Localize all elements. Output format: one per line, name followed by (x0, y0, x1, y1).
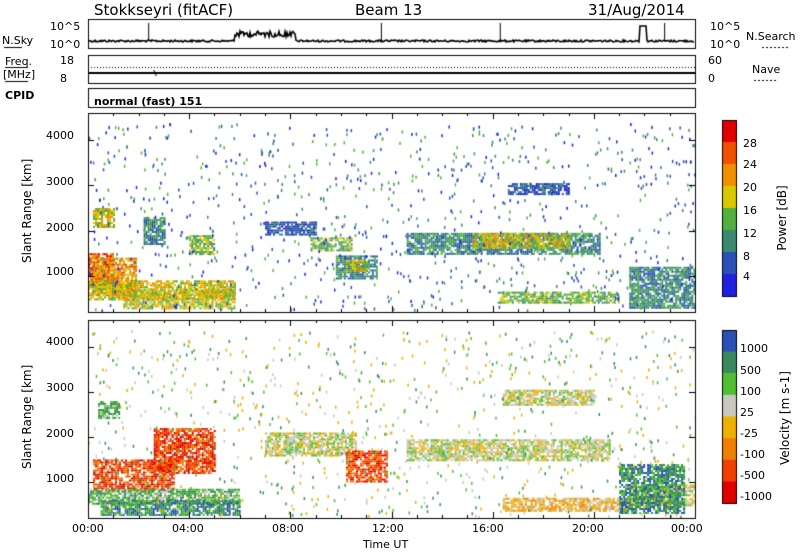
freq-unit-label: [MHz] (3, 68, 36, 81)
xtick-1600: 16:00 (472, 522, 504, 535)
power-ytick-1000: 1000 (46, 265, 74, 278)
velocity-cbar-tick-neg100: -100 (740, 448, 765, 461)
xtick-1200: 12:00 (372, 522, 404, 535)
station-title: Stokkseyri (fitACF) (94, 1, 234, 19)
velocity-ytick-2000: 2000 (46, 427, 74, 440)
xtick-2000: 20:00 (572, 522, 604, 535)
power-cbar-tick-24: 24 (743, 158, 757, 171)
velocity-ytick-1000: 1000 (46, 472, 74, 485)
power-ytick-4000: 4000 (46, 129, 74, 142)
xaxis-label: Time UT (363, 538, 409, 551)
xtick-0400: 04:00 (172, 522, 204, 535)
nsky-tick-high: 10^5 (50, 20, 81, 33)
xtick-2400: 00:00 (671, 522, 703, 535)
velocity-ytick-3000: 3000 (46, 381, 74, 394)
freq-tick-high: 18 (60, 54, 74, 67)
freq-tick-low: 8 (60, 72, 67, 85)
cpid-label: CPID (5, 89, 35, 102)
nave-label: Nave (752, 63, 781, 76)
power-ylabel: Slant Range [km] (20, 158, 34, 263)
power-cbar-tick-16: 16 (743, 204, 757, 217)
power-cbar-tick-12: 12 (743, 227, 757, 240)
nave-tick-high: 60 (708, 54, 722, 67)
velocity-ytick-4000: 4000 (46, 335, 74, 348)
nsky-label: N.Sky (2, 34, 34, 47)
velocity-cbar-tick-500: 500 (740, 364, 761, 377)
nsearch-tick-high: 10^5 (710, 20, 741, 33)
power-colorbar-label: Power [dB] (775, 185, 789, 251)
velocity-cbar-tick-neg500: -500 (740, 469, 765, 482)
power-cbar-tick-20: 20 (743, 181, 757, 194)
date-label: 31/Aug/2014 (588, 1, 685, 19)
power-cbar-tick-8: 8 (743, 250, 750, 263)
velocity-colorbar-label: Velocity [m s-1] (778, 371, 792, 465)
velocity-cbar-tick-neg1000: -1000 (740, 490, 772, 503)
nsearch-tick-low: 10^0 (710, 38, 741, 51)
velocity-cbar-tick-1000: 1000 (740, 342, 768, 355)
xtick-0800: 08:00 (272, 522, 304, 535)
power-cbar-tick-4: 4 (743, 270, 750, 283)
nsky-tick-low: 10^0 (50, 38, 81, 51)
xtick-0000: 00:00 (72, 522, 104, 535)
velocity-cbar-tick-neg25: -25 (740, 427, 758, 440)
velocity-ylabel: Slant Range [km] (20, 364, 34, 469)
power-ytick-3000: 3000 (46, 175, 74, 188)
velocity-cbar-tick-100: 100 (740, 385, 761, 398)
freq-label: Freq. (5, 55, 33, 68)
power-cbar-tick-28: 28 (743, 137, 757, 150)
velocity-cbar-tick-25: 25 (740, 406, 754, 419)
nave-tick-low: 0 (708, 72, 715, 85)
nsearch-label: N.Search (746, 30, 796, 43)
beam-label: Beam 13 (355, 1, 423, 19)
power-ytick-2000: 2000 (46, 221, 74, 234)
cpid-text: normal (fast) 151 (94, 95, 203, 108)
